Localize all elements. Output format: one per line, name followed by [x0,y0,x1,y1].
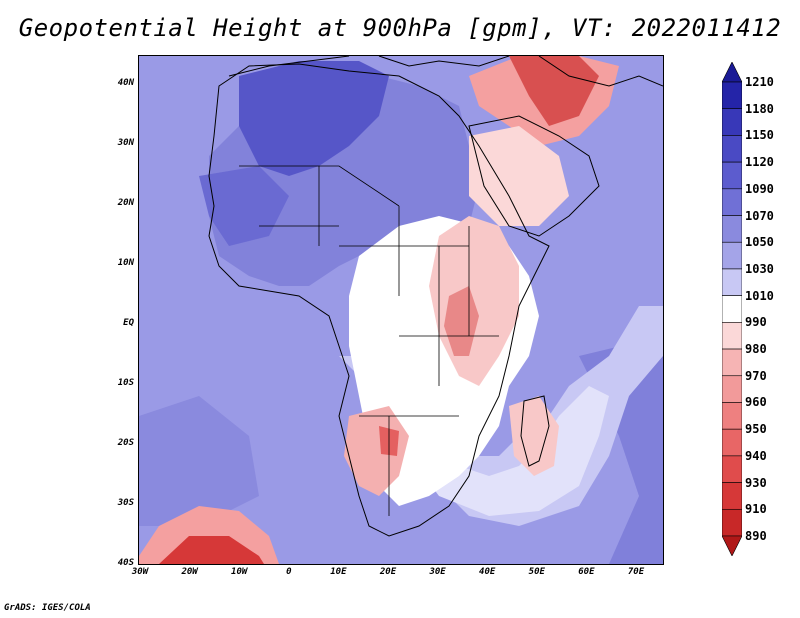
colorbar-level-label: 940 [745,448,767,463]
colorbar-segment [722,482,742,510]
colorbar-segment [722,108,742,136]
land-great-lakes-red [444,286,479,356]
arabia-pink [469,126,569,226]
colorbar-level-label: 930 [745,475,767,490]
middle-east-core [509,56,599,126]
land-south-pink [344,406,409,496]
colorbar-level-label: 950 [745,422,767,437]
lat-tick-label: 10S [117,378,134,388]
colorbar-segment [722,508,742,537]
lat-tick-label: 30N [117,138,134,148]
lon-tick-label: 70E [627,567,645,577]
ocean-deep-southwest [139,396,259,526]
lon-tick-label: 0 [286,567,292,577]
colorbar-level-label: 990 [745,315,767,330]
europe-outline [228,56,663,87]
lat-tick-label: 30S [117,498,134,508]
country-borders [239,165,499,516]
chart-title: Geopotential Height at 900hPa [gpm], VT:… [18,14,782,42]
lat-tick-label: 40N [117,78,134,88]
lon-tick-label: 30W [131,567,149,577]
colorbar-level-label: 1010 [745,288,774,303]
colorbar-level-label: 1030 [745,261,774,276]
lat-tick-label: 10N [117,258,134,268]
colorbar-level-label: 1210 [745,75,774,89]
colorbar-level-label: 980 [745,342,767,357]
colorbar-segment [722,161,742,190]
colorbar-segment [722,135,742,163]
colorbar-segment [722,455,742,483]
colorbar-level-label: 960 [745,395,767,410]
land-sahara-dark [239,61,389,176]
colorbar-segment [722,428,742,457]
colorbar-level-label: 890 [745,529,767,543]
arabia-outline [468,115,600,237]
lon-tick-label: 30E [429,567,446,577]
colorbar-level-label: 1180 [745,101,774,116]
lat-tick-label: 20N [117,198,134,208]
colorbar-segment [722,322,742,350]
colorbar-level-label: 1070 [745,208,774,223]
map-canvas [139,56,663,564]
madagascar-low [509,396,559,476]
colorbar-level-label: 1050 [745,235,774,250]
lon-tick-label: 20E [379,567,397,577]
lon-tick-label: 10W [231,567,248,577]
map-panel [138,55,664,565]
colorbar-bottom-arrow [722,535,742,556]
lat-tick-label: EQ [123,318,134,328]
lon-tick-label: 20W [181,567,198,577]
colorbar-segment [722,375,742,403]
lon-tick-label: 10E [330,567,347,577]
colorbar-segment [722,402,742,430]
madagascar-outline [520,395,550,467]
colorbar-segment [722,81,742,110]
footer-credit: GrADS: IGES/COLA [4,603,91,613]
colorbar-level-label: 970 [745,368,767,383]
colorbar-level-label: 1120 [745,155,774,170]
colorbar-segment [722,348,742,377]
colorbar-level-label: 1090 [745,181,774,196]
colorbar-segment [722,268,742,296]
lon-tick-label: 50E [528,567,545,577]
colorbar-segment [722,215,742,243]
colorbar-top-arrow [722,62,742,83]
lat-tick-label: 20S [117,438,134,448]
lat-tick-label: 40S [117,558,134,568]
colorbar-level-label: 910 [745,502,767,517]
lon-tick-label: 40E [479,567,496,577]
colorbar-segment [722,188,742,216]
colorbar-segment [722,295,742,323]
south-atlantic-core [159,536,264,564]
colorbar-level-label: 1150 [745,128,774,143]
colorbar [722,62,742,556]
africa-coastline [208,63,550,537]
lon-tick-label: 60E [578,567,595,577]
colorbar-segment [722,241,742,270]
